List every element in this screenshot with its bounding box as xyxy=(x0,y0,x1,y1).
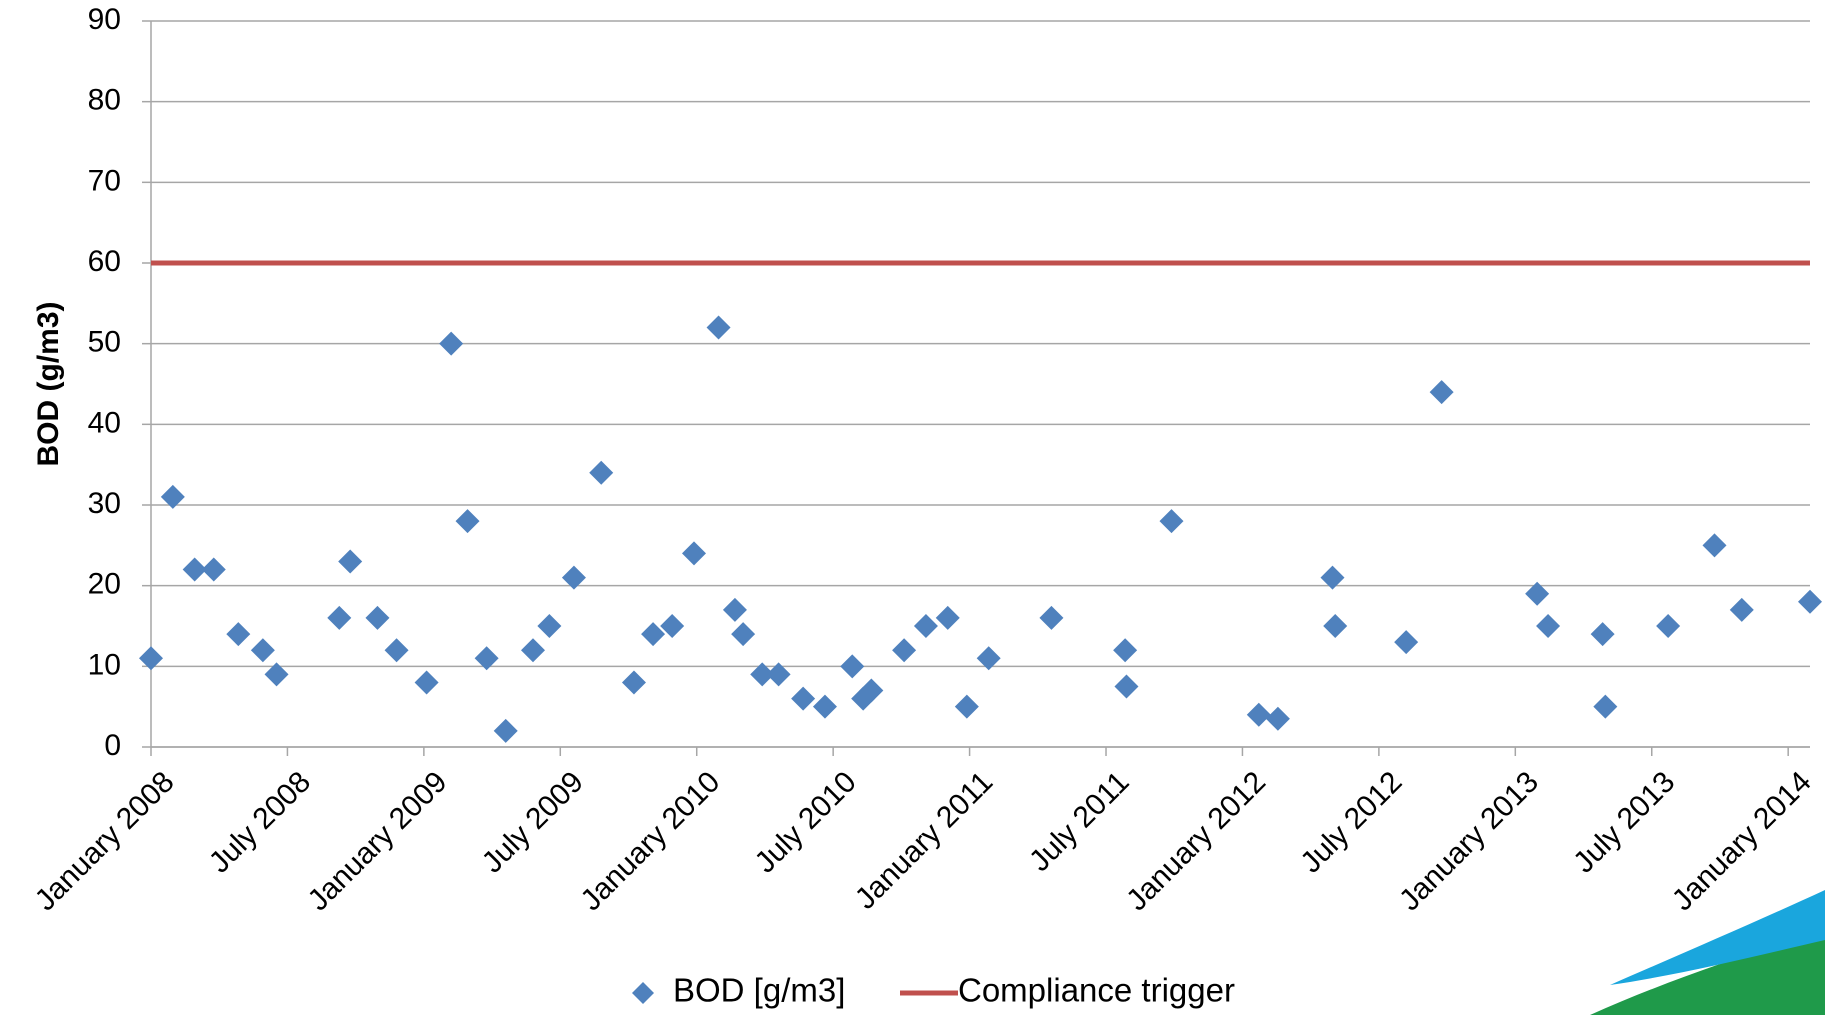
x-tick-label: January 2009 xyxy=(302,765,454,917)
point xyxy=(1113,638,1138,663)
x-tick-label: January 2014 xyxy=(1666,765,1818,917)
point xyxy=(493,718,518,743)
x-tick-label: January 2008 xyxy=(29,765,181,917)
x-tick-label: July 2011 xyxy=(1023,765,1136,878)
point xyxy=(976,646,1001,671)
point xyxy=(1265,706,1290,731)
point xyxy=(1702,533,1727,558)
point xyxy=(935,605,960,630)
point xyxy=(1114,674,1139,699)
point xyxy=(722,597,747,622)
point xyxy=(338,549,363,574)
y-tick-label: 90 xyxy=(88,3,121,36)
x-tick-label: January 2010 xyxy=(574,765,726,917)
point xyxy=(750,662,775,687)
point xyxy=(1798,589,1822,614)
point xyxy=(706,315,731,340)
point xyxy=(365,605,390,630)
x-tick-label: July 2013 xyxy=(1567,765,1681,879)
point xyxy=(812,694,837,719)
point xyxy=(859,678,884,703)
point xyxy=(1656,614,1681,638)
y-tick-label: 80 xyxy=(88,84,121,117)
x-tick-label: January 2012 xyxy=(1120,765,1272,917)
point xyxy=(1729,597,1754,622)
x-tick-label: July 2012 xyxy=(1294,765,1408,879)
point xyxy=(474,646,499,671)
point xyxy=(1525,581,1550,606)
point xyxy=(766,662,791,687)
point xyxy=(840,654,865,679)
point xyxy=(1590,622,1615,647)
point xyxy=(1536,614,1561,638)
point xyxy=(226,622,251,647)
point xyxy=(589,460,614,485)
y-tick-label: 70 xyxy=(88,164,121,197)
point xyxy=(681,541,706,566)
point xyxy=(1039,605,1064,630)
point xyxy=(521,638,546,663)
y-tick-label: 0 xyxy=(104,729,121,762)
point xyxy=(1394,630,1419,655)
x-tick-label: January 2011 xyxy=(849,765,999,915)
legend-swatch xyxy=(632,982,654,1004)
x-tick-label: January 2013 xyxy=(1393,765,1545,917)
point xyxy=(791,686,816,711)
y-tick-label: 60 xyxy=(88,245,121,278)
point xyxy=(139,646,163,671)
point xyxy=(327,605,352,630)
point xyxy=(250,638,275,663)
point xyxy=(384,638,409,663)
x-tick-label: July 2008 xyxy=(203,765,317,879)
point xyxy=(892,638,917,663)
point xyxy=(1159,509,1184,534)
point xyxy=(561,565,586,590)
point xyxy=(913,614,938,638)
x-tick-label: July 2010 xyxy=(749,765,863,879)
point xyxy=(660,614,685,638)
point xyxy=(1593,694,1618,719)
y-tick-label: 10 xyxy=(88,648,121,681)
point xyxy=(1429,380,1454,405)
point xyxy=(1246,702,1271,727)
point xyxy=(201,557,226,582)
point xyxy=(537,614,562,638)
point xyxy=(264,662,289,687)
point xyxy=(731,622,756,647)
point xyxy=(1323,614,1348,638)
point xyxy=(414,670,439,695)
x-tick-label: July 2009 xyxy=(476,765,590,879)
point xyxy=(621,670,646,695)
y-tick-label: 20 xyxy=(88,568,121,601)
point xyxy=(1320,565,1345,590)
point xyxy=(641,622,666,647)
y-tick-label: 50 xyxy=(88,326,121,359)
y-tick-label: 30 xyxy=(88,487,121,520)
logo-swoosh xyxy=(1610,890,1825,985)
point xyxy=(954,694,979,719)
legend-label: Compliance trigger xyxy=(958,972,1235,1009)
point xyxy=(182,557,207,582)
legend-label: BOD [g/m3] xyxy=(673,972,845,1009)
y-tick-label: 40 xyxy=(88,406,121,439)
point xyxy=(160,484,185,509)
point xyxy=(439,331,464,356)
y-axis-label: BOD (g/m3) xyxy=(32,302,65,467)
point xyxy=(455,509,480,534)
